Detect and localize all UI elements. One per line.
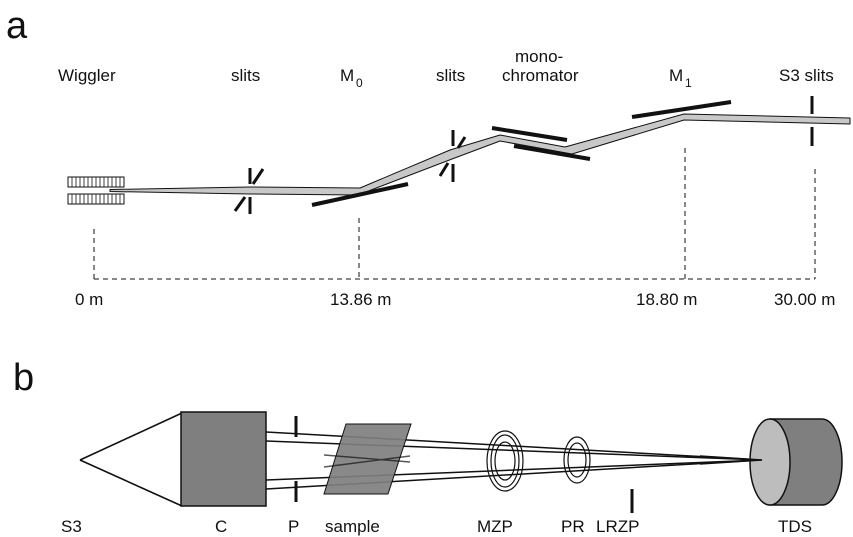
label-slits-2: slits [436,66,465,85]
label-m0: M 0 [340,66,363,90]
beam-path-a [109,113,851,196]
label-sample: sample [325,517,380,536]
label-m0-main: M [340,66,354,85]
panel-b-letter: b [13,357,34,399]
label-m1-sub: 1 [685,76,692,90]
mirror-m1-icon [631,100,732,119]
label-mono-line1: mono- [515,47,563,66]
panel-b: b [13,357,843,536]
label-slits-1: slits [231,66,260,85]
source-cone [79,412,183,507]
tds-detector-icon [749,418,843,506]
pr-icon [563,436,591,484]
monochromator-icon [491,126,591,161]
distance-0m: 0 m [75,290,103,309]
label-mono-line2: chromator [502,66,579,85]
distance-13-86m: 13.86 m [330,290,391,309]
label-m1: M 1 [669,66,692,90]
component-c-block [180,411,267,507]
label-p: P [288,517,299,536]
label-tds: TDS [778,517,812,536]
panel-a-letter: a [6,5,28,47]
sample-rays-overlay [323,454,411,468]
label-s3: S3 [61,517,82,536]
distance-30-00m: 30.00 m [774,290,835,309]
label-c: C [215,517,227,536]
panel-a: a Wiggler slits M 0 slits mono- chromato… [6,5,851,309]
mirror-m0-icon [311,182,409,207]
tds-focus-rays [699,455,763,465]
slits-2-icon [438,130,467,182]
label-mzp: MZP [477,517,513,536]
label-s3-slits: S3 slits [779,66,834,85]
label-pr: PR [561,517,585,536]
distance-18-80m: 18.80 m [636,290,697,309]
wiggler-icon [67,176,125,205]
label-lrzp: LRZP [596,517,639,536]
label-m1-main: M [669,66,683,85]
distance-scale [93,148,816,280]
label-m0-sub: 0 [356,76,363,90]
mzp-lens-icon [486,430,524,492]
label-wiggler: Wiggler [58,66,116,85]
slits-1-icon [233,168,265,214]
